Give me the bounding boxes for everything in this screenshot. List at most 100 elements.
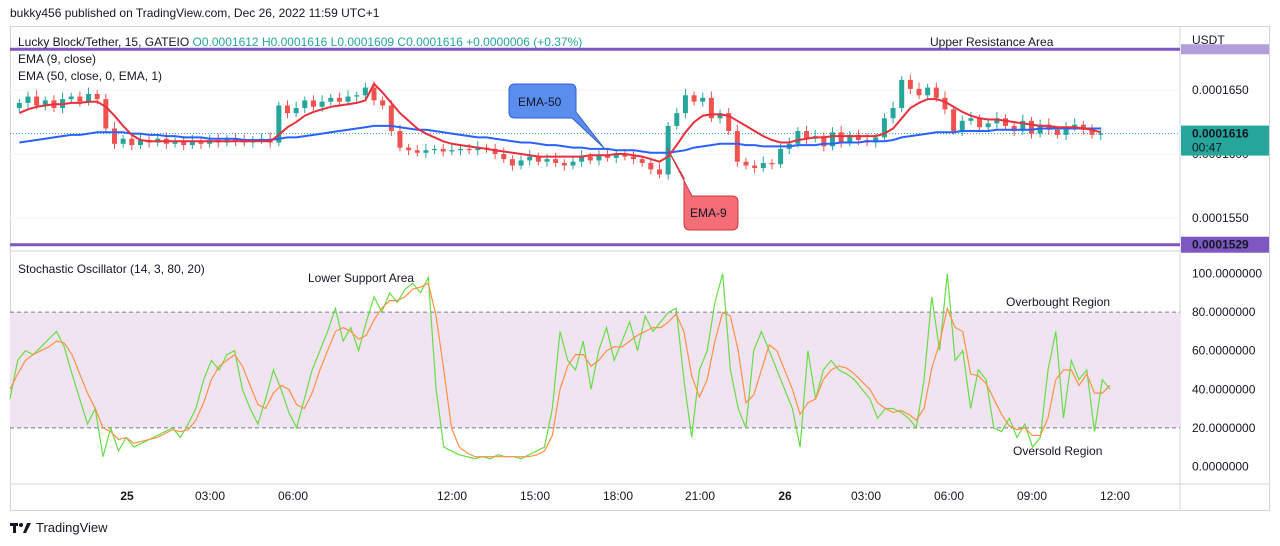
candle[interactable] bbox=[527, 156, 533, 161]
candle[interactable] bbox=[994, 118, 1000, 124]
candle[interactable] bbox=[293, 108, 299, 114]
candle[interactable] bbox=[778, 148, 784, 165]
candle[interactable] bbox=[838, 132, 844, 143]
candle[interactable] bbox=[613, 154, 619, 158]
candle[interactable] bbox=[319, 101, 325, 107]
stoch-k-line[interactable] bbox=[9, 273, 1111, 460]
candle[interactable] bbox=[847, 134, 853, 143]
candle[interactable] bbox=[726, 113, 732, 132]
candle[interactable] bbox=[310, 100, 316, 107]
candle[interactable] bbox=[855, 134, 861, 140]
candle[interactable] bbox=[285, 105, 290, 114]
candle[interactable] bbox=[25, 96, 31, 103]
candle[interactable] bbox=[328, 97, 334, 102]
candle[interactable] bbox=[561, 162, 567, 166]
candle[interactable] bbox=[189, 141, 195, 146]
candle[interactable] bbox=[397, 131, 403, 148]
candle[interactable] bbox=[68, 96, 74, 100]
candle[interactable] bbox=[596, 155, 602, 161]
candle[interactable] bbox=[475, 147, 481, 151]
candle[interactable] bbox=[371, 87, 377, 101]
candle[interactable] bbox=[717, 113, 723, 119]
candle[interactable] bbox=[345, 96, 351, 102]
candle[interactable] bbox=[795, 131, 801, 144]
candle[interactable] bbox=[925, 87, 931, 96]
candle[interactable] bbox=[682, 95, 688, 114]
candle[interactable] bbox=[518, 160, 524, 166]
ema50-line[interactable] bbox=[19, 124, 1101, 154]
candle[interactable] bbox=[423, 150, 429, 153]
candle[interactable] bbox=[94, 93, 100, 100]
candle[interactable] bbox=[34, 96, 40, 106]
candle[interactable] bbox=[414, 150, 420, 153]
candle[interactable] bbox=[380, 100, 386, 106]
candle[interactable] bbox=[743, 161, 749, 166]
candle[interactable] bbox=[977, 118, 983, 128]
stoch-d-line[interactable] bbox=[9, 282, 1111, 458]
candle[interactable] bbox=[769, 162, 775, 165]
candle[interactable] bbox=[700, 97, 706, 102]
candle[interactable] bbox=[587, 156, 593, 161]
candle[interactable] bbox=[120, 138, 126, 144]
candle[interactable] bbox=[466, 148, 472, 151]
candle[interactable] bbox=[752, 165, 758, 169]
candle[interactable] bbox=[16, 102, 22, 109]
candle[interactable] bbox=[553, 159, 559, 163]
candle[interactable] bbox=[103, 99, 109, 129]
candle[interactable] bbox=[674, 113, 680, 126]
candle[interactable] bbox=[42, 100, 48, 106]
candle[interactable] bbox=[648, 162, 654, 170]
candle[interactable] bbox=[1028, 120, 1034, 134]
candle[interactable] bbox=[1011, 125, 1017, 132]
candle[interactable] bbox=[1046, 124, 1052, 130]
candle[interactable] bbox=[276, 105, 282, 143]
candle[interactable] bbox=[198, 141, 204, 144]
candle[interactable] bbox=[656, 169, 662, 175]
ema9-line[interactable] bbox=[18, 82, 1101, 163]
candle[interactable] bbox=[1063, 127, 1069, 135]
candle[interactable] bbox=[804, 131, 810, 139]
candle[interactable] bbox=[336, 97, 342, 102]
candle[interactable] bbox=[631, 156, 637, 160]
candle[interactable] bbox=[449, 150, 455, 152]
candle[interactable] bbox=[691, 95, 697, 102]
candle[interactable] bbox=[708, 97, 714, 119]
candle[interactable] bbox=[458, 148, 464, 151]
candle[interactable] bbox=[362, 87, 368, 96]
candle[interactable] bbox=[111, 128, 117, 144]
candle[interactable] bbox=[181, 141, 187, 146]
candle[interactable] bbox=[233, 138, 239, 142]
candle[interactable] bbox=[492, 148, 498, 155]
candle[interactable] bbox=[873, 137, 879, 143]
candle[interactable] bbox=[760, 162, 766, 169]
candle[interactable] bbox=[959, 120, 965, 132]
candle[interactable] bbox=[1020, 120, 1026, 132]
candle[interactable] bbox=[501, 154, 507, 160]
candle[interactable] bbox=[605, 155, 611, 158]
candle[interactable] bbox=[129, 138, 135, 146]
candle[interactable] bbox=[302, 100, 308, 109]
candle[interactable] bbox=[1080, 124, 1086, 130]
candle[interactable] bbox=[821, 136, 827, 147]
candle[interactable] bbox=[1054, 129, 1060, 135]
candle[interactable] bbox=[1072, 124, 1078, 128]
candle[interactable] bbox=[1098, 133, 1104, 135]
candle[interactable] bbox=[544, 159, 550, 162]
candle[interactable] bbox=[535, 156, 541, 162]
candle[interactable] bbox=[432, 148, 438, 151]
candle[interactable] bbox=[639, 159, 645, 163]
candle[interactable] bbox=[890, 108, 896, 119]
candle[interactable] bbox=[916, 88, 922, 96]
candle[interactable] bbox=[509, 159, 515, 166]
candle[interactable] bbox=[942, 97, 948, 110]
candle[interactable] bbox=[968, 118, 974, 121]
candle[interactable] bbox=[734, 131, 740, 162]
candle[interactable] bbox=[354, 95, 360, 97]
candle[interactable] bbox=[622, 154, 628, 157]
candle[interactable] bbox=[86, 93, 92, 102]
candle[interactable] bbox=[137, 139, 143, 146]
candle[interactable] bbox=[830, 132, 835, 147]
candle[interactable] bbox=[570, 161, 576, 166]
candle[interactable] bbox=[388, 105, 394, 132]
